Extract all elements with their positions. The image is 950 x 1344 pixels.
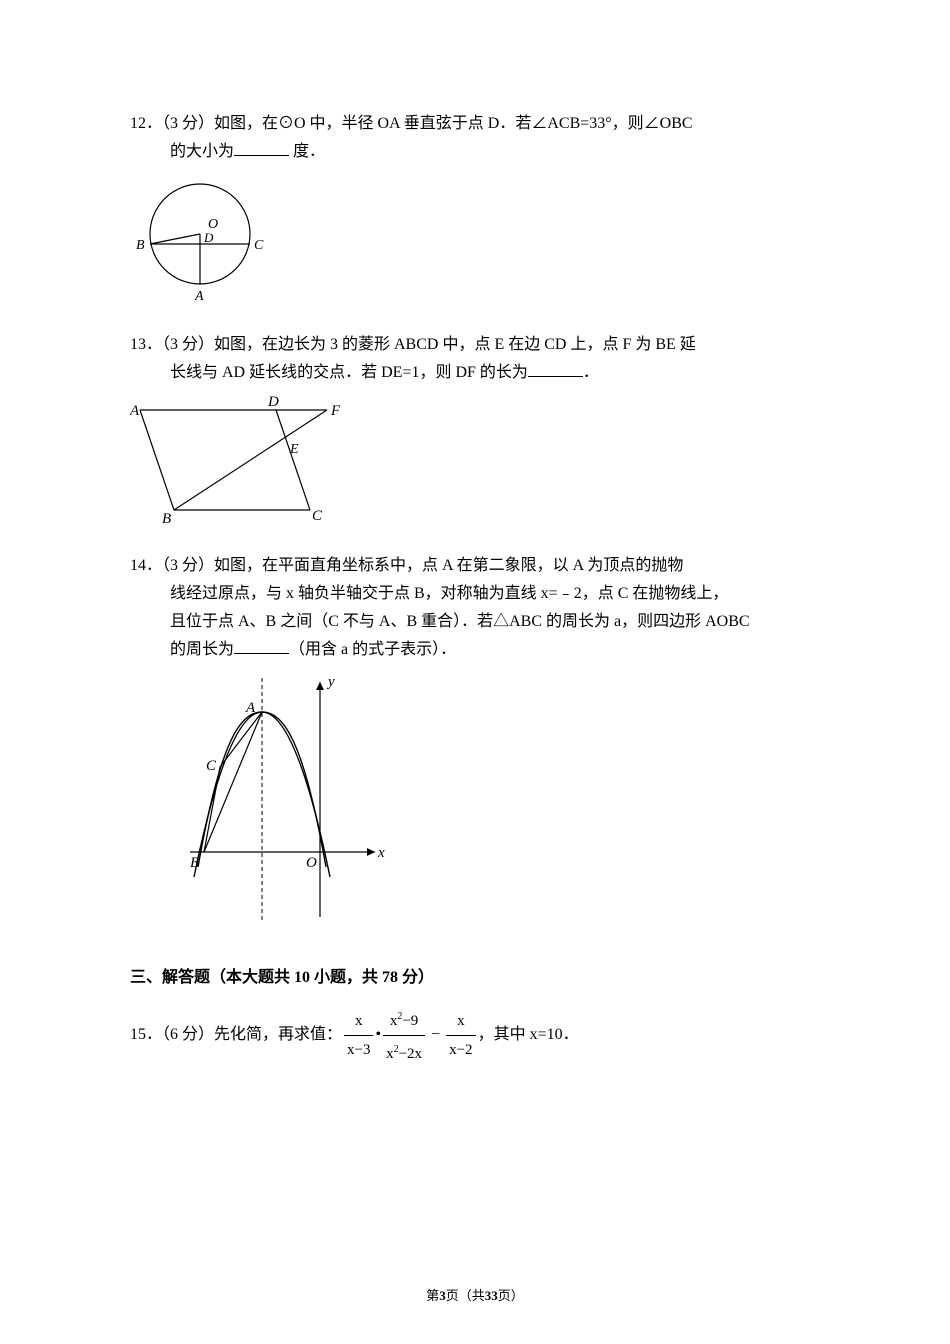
q15-suffix: ，其中 x=10． (478, 1026, 579, 1043)
page-footer: 第3页（共33页） (0, 1285, 950, 1304)
q15-number: 15 (130, 1026, 146, 1043)
footer-total: 33 (485, 1288, 498, 1303)
q14-line4: 的周长为 (170, 641, 234, 658)
q15-prefix: ．（6 分）先化简，再求值： (146, 1026, 342, 1043)
q13-diagram: A B C D E F (130, 395, 820, 532)
q12-unit: 度． (289, 143, 325, 160)
q13-line2: 长线与 AD 延长线的交点．若 DE=1，则 DF 的长为 (170, 364, 528, 381)
q13-line2-wrap: 长线与 AD 延长线的交点．若 DE=1，则 DF 的长为 ． (170, 359, 820, 387)
frac-1: x x−3 (344, 1007, 373, 1064)
frac-2-den: x2−2x (383, 1036, 425, 1068)
q14-blank (234, 638, 289, 654)
q14-line3: 且位于点 A、B 之间（C 不与 A、B 重合）．若△ABC 的周长为 a，则四… (170, 608, 820, 636)
q14-diagram: x y A B C O (170, 672, 820, 935)
q14-number: 14 (130, 557, 146, 574)
parabola-diagram: x y A B C O (170, 672, 390, 930)
q12-line2-wrap: 的大小为 度． (170, 138, 820, 166)
svg-text:C: C (254, 238, 264, 253)
q15-text: 15．（6 分）先化简，再求值： x x−3 • x2−9 x2−2x − x … (130, 1003, 820, 1068)
q15-formula: x x−3 • x2−9 x2−2x − x x−2 (342, 1003, 478, 1068)
svg-text:C: C (206, 758, 217, 774)
svg-text:B: B (162, 511, 171, 527)
svg-text:y: y (326, 674, 335, 690)
svg-text:B: B (190, 855, 199, 871)
svg-text:A: A (245, 700, 256, 716)
minus-op: − (431, 1026, 440, 1043)
q13-text: 13．（3 分）如图，在边长为 3 的菱形 ABCD 中，点 E 在边 CD 上… (130, 331, 820, 359)
svg-text:A: A (194, 289, 204, 304)
question-15: 15．（6 分）先化简，再求值： x x−3 • x2−9 x2−2x − x … (130, 1003, 820, 1068)
q13-number: 13 (130, 336, 146, 353)
svg-text:B: B (136, 238, 145, 253)
question-13: 13．（3 分）如图，在边长为 3 的菱形 ABCD 中，点 E 在边 CD 上… (130, 331, 820, 532)
svg-text:O: O (306, 855, 317, 871)
svg-text:D: D (203, 230, 214, 245)
rhombus-diagram: A B C D E F (130, 395, 350, 527)
frac-2-num: x2−9 (383, 1003, 425, 1036)
frac-1-num: x (344, 1007, 373, 1036)
q12-line1: ．（3 分）如图，在⊙O 中，半径 OA 垂直弦于点 D．若∠ACB=33°，则… (146, 115, 693, 132)
q14-line1: ．（3 分）如图，在平面直角坐标系中，点 A 在第二象限，以 A 为顶点的抛物 (146, 557, 683, 574)
q14-text: 14．（3 分）如图，在平面直角坐标系中，点 A 在第二象限，以 A 为顶点的抛… (130, 552, 820, 580)
frac-1-den: x−3 (344, 1036, 373, 1064)
circle-diagram: O B C A D (130, 174, 270, 306)
q12-diagram: O B C A D (130, 174, 820, 311)
question-14: 14．（3 分）如图，在平面直角坐标系中，点 A 在第二象限，以 A 为顶点的抛… (130, 552, 820, 935)
frac-3: x x−2 (446, 1007, 475, 1064)
question-12: 12．（3 分）如图，在⊙O 中，半径 OA 垂直弦于点 D．若∠ACB=33°… (130, 110, 820, 311)
svg-text:x: x (377, 845, 385, 861)
svg-text:D: D (267, 395, 279, 410)
svg-text:C: C (312, 508, 323, 524)
svg-text:F: F (330, 403, 341, 419)
frac-3-num: x (446, 1007, 475, 1036)
q13-blank (528, 361, 583, 377)
q12-text: 12．（3 分）如图，在⊙O 中，半径 OA 垂直弦于点 D．若∠ACB=33°… (130, 110, 820, 138)
footer-suffix: 页） (498, 1288, 524, 1303)
q13-line1: ．（3 分）如图，在边长为 3 的菱形 ABCD 中，点 E 在边 CD 上，点… (146, 336, 696, 353)
q13-period: ． (583, 364, 599, 381)
frac-3-den: x−2 (446, 1036, 475, 1064)
footer-mid: 页（共 (446, 1288, 485, 1303)
svg-text:E: E (289, 442, 299, 457)
q12-blank (234, 140, 289, 156)
dot-op: • (375, 1026, 381, 1043)
q14-line2: 线经过原点，与 x 轴负半轴交于点 B，对称轴为直线 x=﹣2，点 C 在抛物线… (170, 580, 820, 608)
q14-line4-wrap: 的周长为 （用含 a 的式子表示）． (170, 636, 820, 664)
frac-2: x2−9 x2−2x (383, 1003, 425, 1068)
q14-tail: （用含 a 的式子表示）． (289, 641, 456, 658)
svg-text:A: A (130, 403, 140, 419)
footer-prefix: 第 (426, 1288, 439, 1303)
q12-line2: 的大小为 (170, 143, 234, 160)
q12-number: 12 (130, 115, 146, 132)
section-3-header: 三、解答题（本大题共 10 小题，共 78 分） (130, 963, 820, 987)
